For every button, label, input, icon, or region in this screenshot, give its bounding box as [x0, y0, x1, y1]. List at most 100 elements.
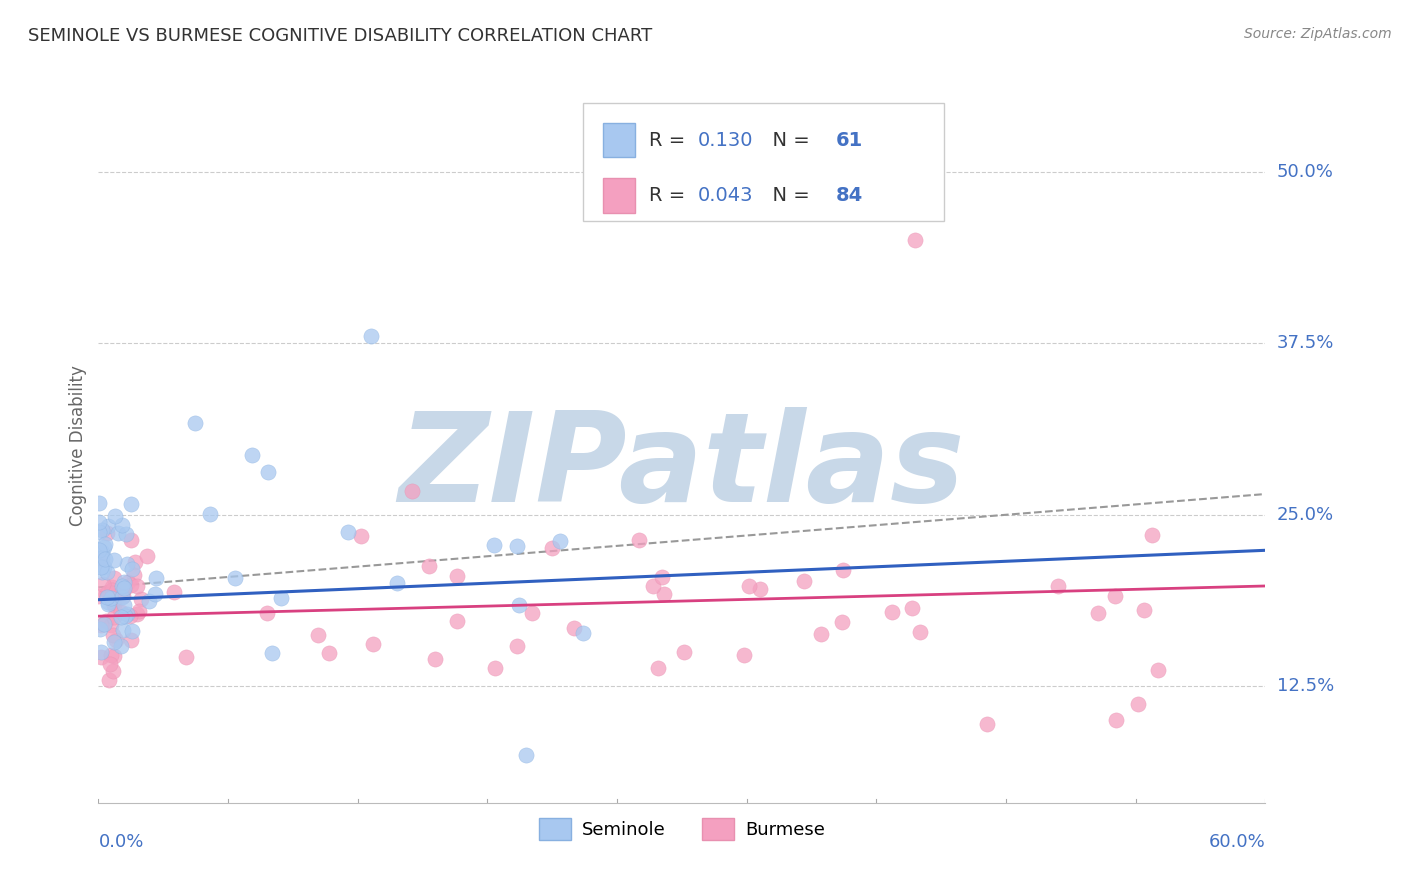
Point — [112, 581, 135, 595]
Point — [138, 594, 160, 608]
Point — [508, 598, 530, 612]
Point — [1046, 579, 1069, 593]
Point — [738, 579, 761, 593]
Point — [111, 591, 134, 605]
Point — [103, 552, 125, 566]
Point — [120, 497, 142, 511]
Point — [118, 609, 141, 624]
Point — [125, 607, 148, 621]
Point — [446, 569, 468, 583]
Point — [87, 525, 110, 540]
Point — [100, 648, 122, 663]
Point — [103, 610, 125, 624]
Point — [484, 661, 506, 675]
Point — [337, 524, 360, 539]
Point — [114, 582, 136, 596]
Point — [307, 628, 329, 642]
Point — [117, 575, 139, 590]
Point — [652, 587, 675, 601]
Point — [122, 567, 145, 582]
Point — [101, 582, 124, 597]
Point — [124, 555, 146, 569]
Point — [96, 525, 118, 540]
Text: 0.130: 0.130 — [699, 131, 754, 150]
Point — [93, 617, 115, 632]
Point — [1126, 698, 1149, 712]
Text: 61: 61 — [837, 131, 863, 150]
Point — [103, 571, 125, 585]
Point — [128, 604, 150, 618]
Point — [541, 541, 564, 556]
Point — [115, 557, 138, 571]
Point — [111, 583, 134, 598]
Point — [93, 577, 115, 591]
Y-axis label: Cognitive Disability: Cognitive Disability — [69, 366, 87, 526]
Point — [198, 507, 221, 521]
Point — [100, 617, 122, 632]
Text: 0.0%: 0.0% — [98, 833, 143, 851]
Point — [143, 587, 166, 601]
Point — [98, 586, 121, 600]
Point — [90, 524, 112, 538]
Point — [748, 582, 770, 596]
Point — [318, 646, 340, 660]
Point — [121, 624, 143, 638]
Point — [103, 649, 125, 664]
Point — [94, 537, 117, 551]
Point — [114, 608, 136, 623]
Point — [103, 635, 125, 649]
Point — [360, 329, 382, 343]
Point — [1140, 527, 1163, 541]
Point — [90, 645, 112, 659]
Point — [112, 623, 135, 637]
Point — [97, 597, 120, 611]
Legend: Seminole, Burmese: Seminole, Burmese — [531, 811, 832, 847]
Point — [793, 574, 815, 589]
Point — [548, 534, 571, 549]
Point — [131, 592, 153, 607]
Point — [97, 673, 120, 688]
Point — [515, 747, 537, 762]
Point — [125, 579, 148, 593]
Point — [101, 594, 124, 608]
Point — [482, 538, 505, 552]
Point — [1104, 589, 1126, 603]
Point — [101, 580, 124, 594]
Point — [900, 600, 922, 615]
Point — [401, 484, 423, 499]
FancyBboxPatch shape — [603, 123, 636, 157]
Point — [647, 660, 669, 674]
Point — [93, 540, 115, 554]
Point — [97, 585, 120, 599]
Point — [831, 615, 853, 629]
Point — [174, 650, 197, 665]
Point — [520, 606, 543, 620]
Point — [90, 545, 112, 559]
Point — [111, 518, 134, 533]
Point — [505, 539, 527, 553]
Point — [87, 589, 110, 603]
Text: 12.5%: 12.5% — [1277, 677, 1334, 695]
Text: N =: N = — [761, 131, 815, 150]
Point — [97, 594, 120, 608]
Point — [110, 610, 132, 624]
Point — [572, 625, 595, 640]
Point — [96, 587, 118, 601]
Point — [103, 664, 125, 678]
Point — [114, 526, 136, 541]
Point — [240, 448, 263, 462]
Point — [506, 639, 529, 653]
Point — [93, 560, 115, 574]
Point — [87, 496, 110, 510]
Point — [163, 585, 186, 599]
Point — [1133, 603, 1156, 617]
Point — [104, 509, 127, 524]
Point — [103, 628, 125, 642]
Point — [224, 571, 246, 585]
Point — [110, 639, 132, 653]
Point — [385, 576, 408, 591]
Point — [733, 648, 755, 662]
Point — [121, 562, 143, 576]
Point — [110, 579, 132, 593]
Point — [1087, 606, 1109, 620]
